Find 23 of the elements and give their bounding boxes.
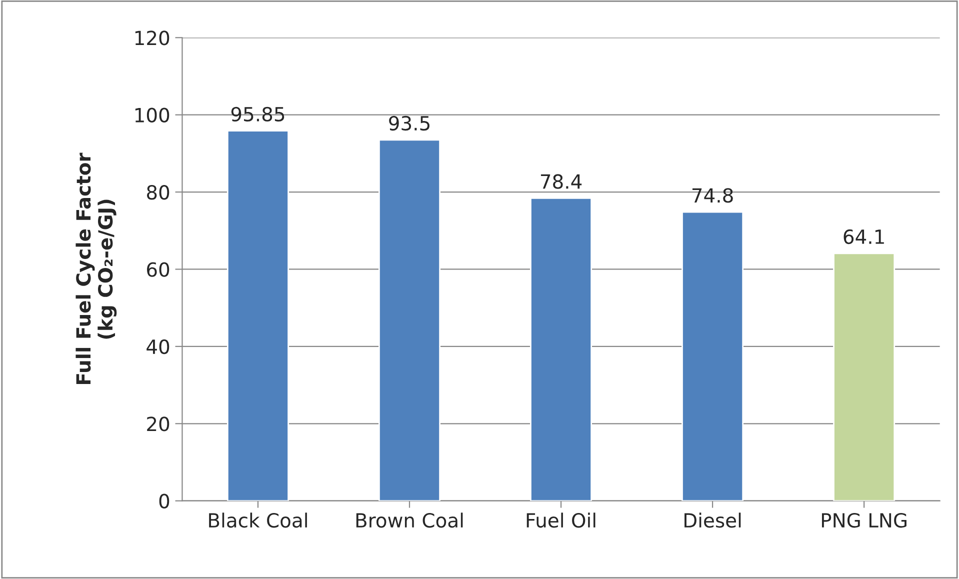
bar <box>530 198 592 501</box>
data-label: 95.85 <box>231 106 284 122</box>
data-label: 78.4 <box>540 174 582 189</box>
y-tick-label: 80 <box>146 184 170 200</box>
data-label: 74.8 <box>692 188 733 203</box>
data-label: 64.1 <box>844 229 884 244</box>
x-tick-label: Brown Coal <box>356 512 463 528</box>
bar <box>682 211 744 501</box>
y-tick-label: 100 <box>135 108 170 122</box>
x-tick-label: Black Coal <box>209 512 307 528</box>
y-tick-label: 120 <box>135 30 170 46</box>
y-axis-title: Full Fuel Cycle Factor (kg CO₂-e/GJ) <box>76 152 117 384</box>
y-tick-label: 20 <box>147 416 170 432</box>
data-label: 93.5 <box>389 116 430 131</box>
y-tick-label: 40 <box>146 339 170 354</box>
y-tick-label: 60 <box>147 262 170 277</box>
bar <box>833 252 896 501</box>
bar <box>226 130 289 501</box>
x-tick-label: PNG LNG <box>822 512 906 528</box>
y-tick-label: 0 <box>159 494 170 508</box>
x-tick-label: Fuel Oil <box>526 512 596 528</box>
x-tick-label: Diesel <box>684 512 741 528</box>
bar <box>378 139 440 501</box>
